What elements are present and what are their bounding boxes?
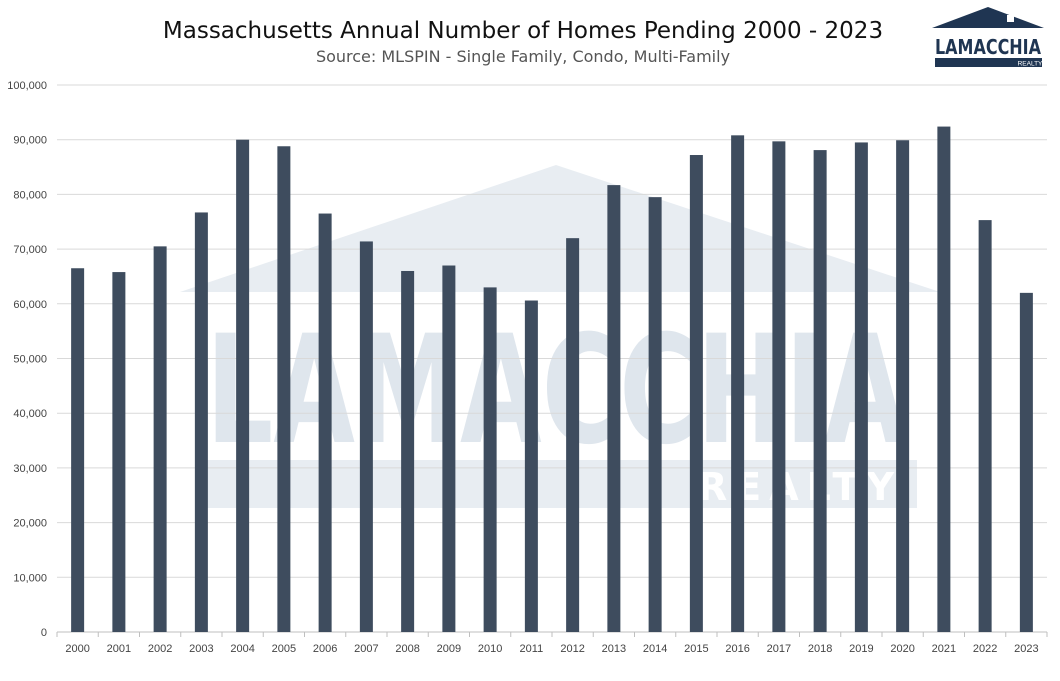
bar-2020 — [896, 140, 910, 632]
bar-2009 — [442, 265, 456, 632]
bar-2016 — [731, 135, 745, 632]
logo-band — [935, 58, 1042, 67]
bar-2003 — [194, 212, 208, 633]
x-tick-label-2015: 2015 — [684, 643, 708, 655]
y-tick-label: 20,000 — [13, 518, 47, 530]
bar-2001 — [112, 272, 126, 632]
bar-2005 — [277, 146, 291, 632]
watermark-tag: REALTY — [698, 465, 902, 509]
bar-2007 — [359, 241, 373, 632]
x-tick-label-2014: 2014 — [643, 643, 667, 655]
y-tick-label: 100,000 — [7, 80, 47, 92]
x-tick-label-2012: 2012 — [560, 643, 584, 655]
y-tick-label: 30,000 — [13, 463, 47, 475]
y-tick-label: 90,000 — [13, 135, 47, 147]
x-axis-tick-labels: 2000 2001 2002 2003 2004 2005 2006 2007 2008 2009… — [56, 632, 1048, 655]
brand-logo: LAMACCHIA REALTY — [932, 7, 1044, 68]
y-tick-label: 80,000 — [13, 189, 47, 201]
bar-2002 — [153, 246, 167, 633]
x-tick-label-2001: 2001 — [107, 643, 131, 655]
x-tick-label-2018: 2018 — [808, 643, 832, 655]
bar-2011 — [524, 300, 538, 632]
x-tick-label-2019: 2019 — [849, 643, 873, 655]
bar-2017 — [772, 141, 786, 632]
x-tick-label-2021: 2021 — [932, 643, 956, 655]
bar-2010 — [483, 287, 497, 632]
bar-2021 — [937, 126, 951, 633]
x-tick-label-2009: 2009 — [437, 643, 461, 655]
x-tick-label-2004: 2004 — [230, 643, 254, 655]
x-tick-label-2011: 2011 — [520, 643, 544, 655]
bar-2018 — [813, 150, 827, 632]
bar-2008 — [401, 270, 415, 632]
bar-2012 — [566, 238, 580, 632]
x-tick-label-2007: 2007 — [354, 643, 378, 655]
chart-title: Massachusetts Annual Number of Homes Pen… — [163, 18, 883, 44]
bar-2015 — [689, 155, 703, 633]
bar-2000 — [71, 268, 85, 632]
watermark-name: LAMACCHIA — [206, 304, 906, 478]
bar-2004 — [236, 139, 250, 632]
bar-2023 — [1019, 292, 1033, 632]
bar-2006 — [318, 213, 332, 633]
x-tick-label-2016: 2016 — [725, 643, 749, 655]
x-tick-label-2020: 2020 — [890, 643, 914, 655]
bar-series — [71, 126, 1033, 633]
x-tick-label-2023: 2023 — [1014, 643, 1038, 655]
y-tick-label: 10,000 — [13, 572, 47, 584]
x-tick-label-2006: 2006 — [313, 643, 337, 655]
y-axis-tick-labels: 0 10,000 20,000 30,000 40,000 50,000 60,000 70,… — [7, 80, 47, 639]
logo-window-icon — [1007, 15, 1014, 22]
x-tick-label-2022: 2022 — [973, 643, 997, 655]
bar-2022 — [978, 220, 992, 632]
x-tick-label-2013: 2013 — [602, 643, 626, 655]
bar-2014 — [648, 197, 662, 632]
x-tick-label-2017: 2017 — [767, 643, 791, 655]
x-tick-label-2000: 2000 — [65, 643, 89, 655]
x-tick-label-2003: 2003 — [189, 643, 213, 655]
y-tick-label: 50,000 — [13, 354, 47, 366]
x-tick-label-2010: 2010 — [478, 643, 502, 655]
bar-2019 — [854, 142, 868, 632]
logo-tag: REALTY — [1018, 61, 1043, 68]
y-tick-label: 0 — [41, 627, 47, 639]
bar-2013 — [607, 185, 621, 632]
x-tick-label-2008: 2008 — [395, 643, 419, 655]
y-tick-label: 40,000 — [13, 408, 47, 420]
logo-roof-icon — [932, 7, 1044, 28]
y-tick-label: 60,000 — [13, 299, 47, 311]
x-tick-label-2005: 2005 — [272, 643, 296, 655]
chart-subtitle: Source: MLSPIN - Single Family, Condo, M… — [316, 47, 730, 66]
y-tick-label: 70,000 — [13, 244, 47, 256]
x-tick-label-2002: 2002 — [148, 643, 172, 655]
logo-name: LAMACCHIA — [935, 35, 1041, 59]
